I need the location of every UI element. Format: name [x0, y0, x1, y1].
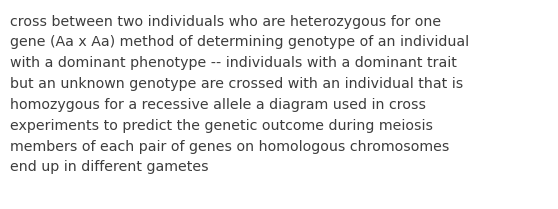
Text: cross between two individuals who are heterozygous for one
gene (Aa x Aa) method: cross between two individuals who are he…	[10, 15, 469, 174]
